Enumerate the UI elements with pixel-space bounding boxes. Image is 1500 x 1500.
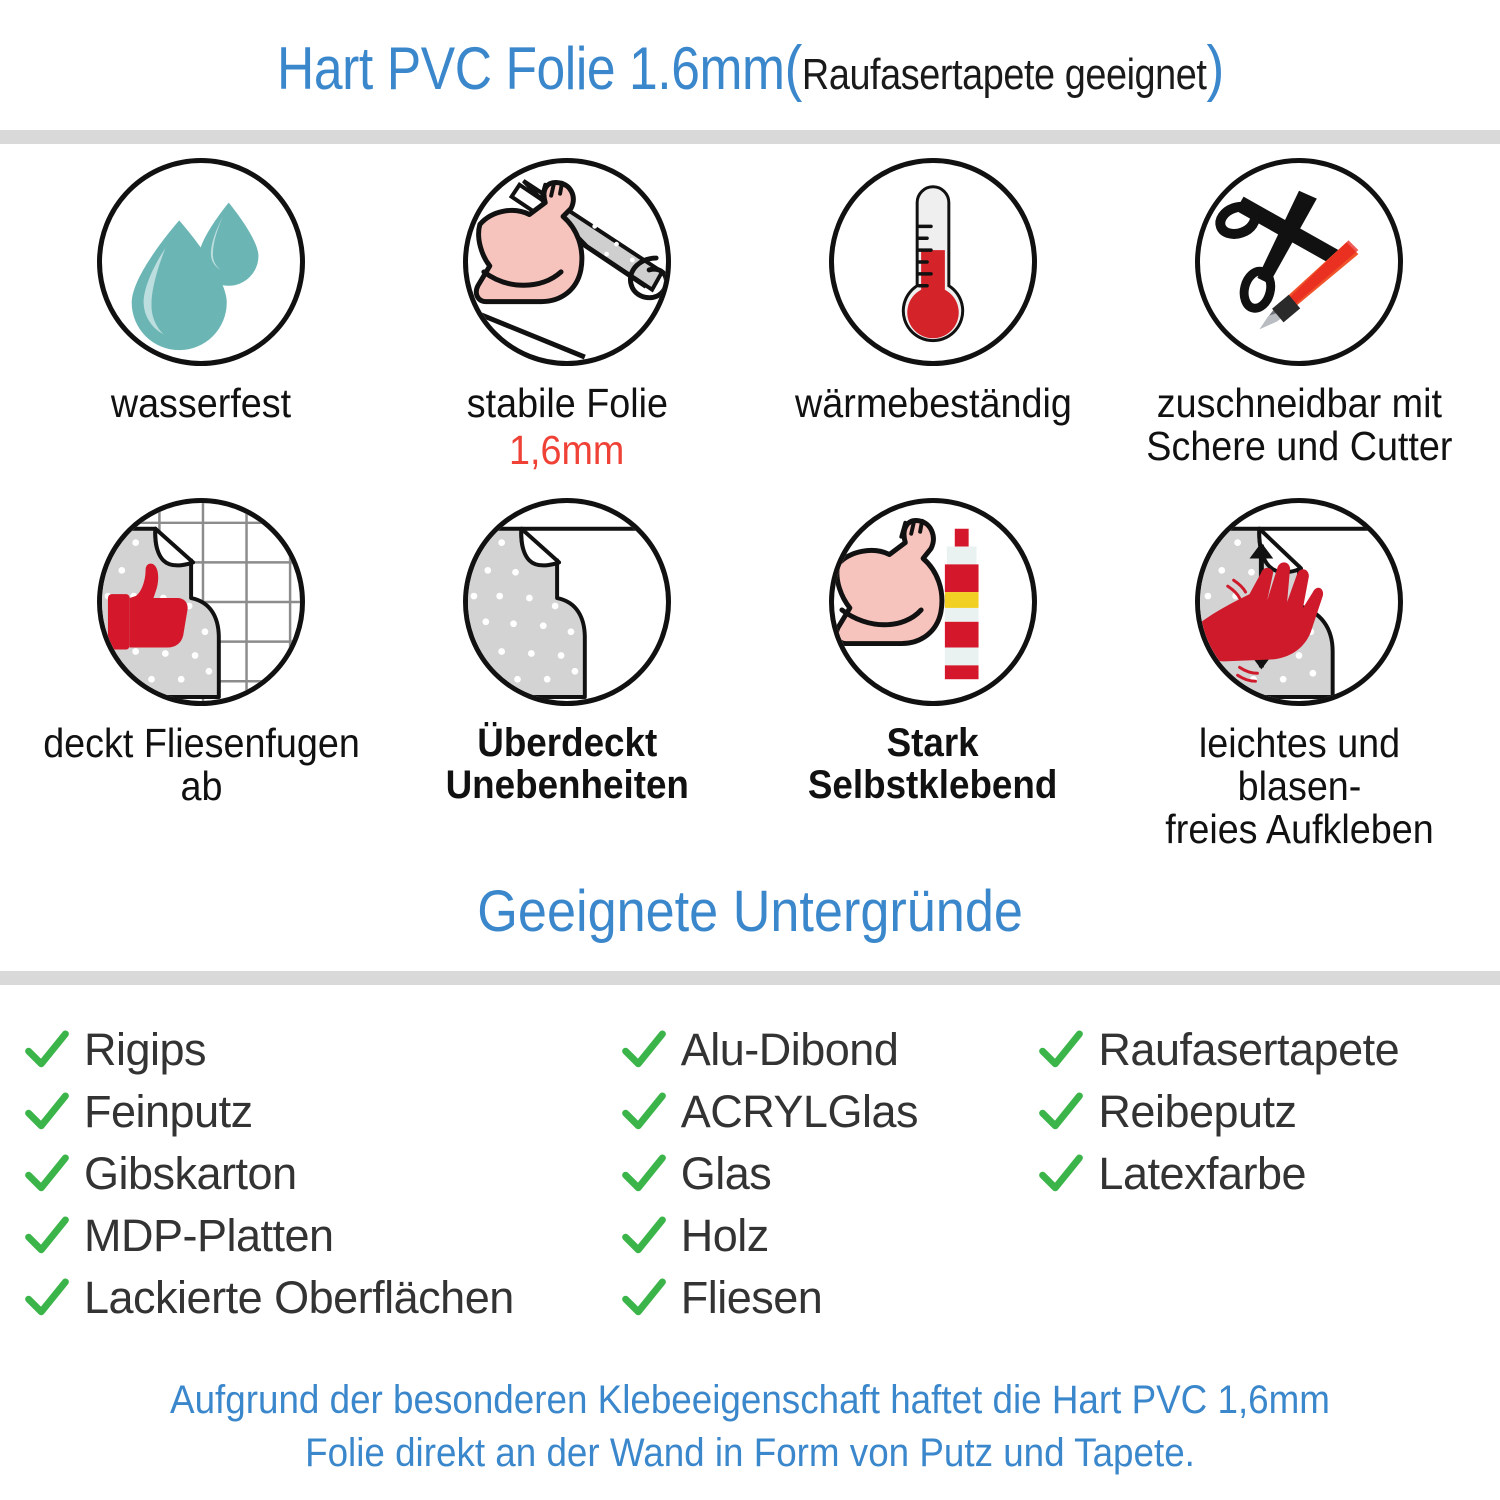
list-item: Rigips	[24, 1019, 621, 1081]
feature-sublabel-thickness: 1,6mm	[509, 427, 625, 474]
substrate-label: Alu-Dibond	[680, 1024, 899, 1076]
list-item: Holz	[621, 1205, 1039, 1267]
title-main-text: Hart PVC Folie 1.6mm	[276, 34, 785, 102]
feature-label: deckt Fliesenfugen ab	[42, 720, 360, 810]
substrate-label: Lackierte Oberflächen	[84, 1272, 514, 1324]
strong-arm-film-roll-icon	[463, 158, 671, 366]
check-icon	[621, 1154, 666, 1192]
feature-label: wärmebeständig	[794, 380, 1072, 426]
list-item: Reibeputz	[1038, 1081, 1476, 1143]
peeling-film-icon	[463, 498, 671, 707]
check-icon	[621, 1030, 666, 1068]
footer-line-2: Folie direkt an der Wand in Form von Put…	[305, 1430, 1195, 1475]
substrate-label: Rigips	[84, 1024, 207, 1076]
substrate-label: MDP-Platten	[84, 1210, 334, 1262]
list-item: Fliesen	[621, 1267, 1039, 1329]
substrates-column-2: Alu-Dibond ACRYLGlas Glas Holz Fliesen	[621, 1019, 1039, 1329]
title-paren-open: (	[784, 33, 802, 103]
check-icon	[621, 1278, 666, 1316]
list-item: ACRYLGlas	[621, 1081, 1039, 1143]
list-item: Lackierte Oberflächen	[24, 1267, 621, 1329]
substrate-label: Holz	[680, 1210, 770, 1262]
footer-note: Aufgrund der besonderen Klebeeigenschaft…	[0, 1374, 1500, 1480]
feature-label: leichtes und blasen- freies Aufkleben	[1164, 720, 1434, 853]
divider-top	[0, 130, 1500, 144]
list-item: Raufasertapete	[1038, 1019, 1476, 1081]
list-item: Alu-Dibond	[621, 1019, 1039, 1081]
scissors-cutter-icon	[1195, 158, 1403, 366]
water-drops-icon	[97, 158, 305, 366]
feature-selbstklebend: Stark Selbstklebend	[761, 498, 1106, 806]
check-icon	[1039, 1154, 1084, 1192]
thumbs-up-tile-grid-icon	[97, 498, 305, 707]
feature-label: zuschneidbar mit Schere und Cutter	[1145, 380, 1453, 470]
substrate-label: Reibeputz	[1098, 1086, 1297, 1138]
feature-label: Stark Selbstklebend	[808, 721, 1058, 808]
list-item: Glas	[621, 1143, 1039, 1205]
list-item: MDP-Platten	[24, 1205, 621, 1267]
substrate-label: Feinputz	[84, 1086, 253, 1138]
check-icon	[621, 1092, 666, 1130]
substrate-label: Gibskarton	[84, 1148, 297, 1200]
substrate-label: Glas	[680, 1148, 772, 1200]
title-sub-text: Raufasertapete geeignet	[801, 49, 1207, 99]
feature-row-2: deckt Fliesenfugen ab	[18, 498, 1482, 851]
feature-label: wasserfest	[110, 380, 292, 426]
substrates-list: Rigips Feinputz Gibskarton MDP-Platten L…	[0, 985, 1500, 1329]
feature-fliesenfugen: deckt Fliesenfugen ab	[29, 498, 374, 808]
divider-bottom	[0, 971, 1500, 986]
page-title: Hart PVC Folie 1.6mm(Raufasertapete geei…	[277, 33, 1224, 104]
feature-zuschneidbar: zuschneidbar mit Schere und Cutter	[1127, 158, 1472, 468]
strong-arm-glue-tube-icon	[829, 498, 1037, 707]
substrate-label: Raufasertapete	[1098, 1024, 1400, 1076]
thermometer-icon	[829, 158, 1037, 366]
check-icon	[1039, 1030, 1084, 1068]
title-paren-close: )	[1206, 33, 1224, 103]
feature-stabile-folie: stabile Folie 1,6mm	[395, 158, 740, 474]
feature-row-1: wasserfest st	[18, 158, 1482, 474]
feature-unebenheiten: Überdeckt Unebenheiten	[395, 498, 740, 806]
footer-line-1: Aufgrund der besonderen Klebeeigenschaft…	[170, 1377, 1330, 1422]
check-icon	[25, 1154, 69, 1192]
substrates-heading-text: Geeignete Untergründe	[477, 878, 1023, 944]
substrate-label: ACRYLGlas	[680, 1086, 919, 1138]
check-icon	[25, 1216, 69, 1254]
list-item: Gibskarton	[24, 1143, 621, 1205]
check-icon	[1039, 1092, 1084, 1130]
hand-smoothing-film-icon	[1195, 498, 1403, 707]
check-icon	[621, 1216, 666, 1254]
feature-label: stabile Folie	[466, 380, 668, 426]
substrates-heading: Geeignete Untergründe	[0, 851, 1500, 971]
check-icon	[25, 1278, 69, 1316]
feature-aufkleben: leichtes und blasen- freies Aufkleben	[1127, 498, 1472, 851]
header: Hart PVC Folie 1.6mm(Raufasertapete geei…	[0, 0, 1500, 130]
substrate-label: Latexfarbe	[1098, 1148, 1307, 1200]
substrates-column-3: Raufasertapete Reibeputz Latexfarbe	[1038, 1019, 1476, 1329]
feature-waermebestaendig: wärmebeständig	[761, 158, 1106, 425]
check-icon	[25, 1092, 69, 1130]
list-item: Latexfarbe	[1038, 1143, 1476, 1205]
features-section: wasserfest st	[0, 144, 1500, 851]
check-icon	[25, 1030, 69, 1068]
feature-wasserfest: wasserfest	[29, 158, 374, 425]
substrates-column-1: Rigips Feinputz Gibskarton MDP-Platten L…	[24, 1019, 621, 1329]
list-item: Feinputz	[24, 1081, 621, 1143]
feature-label: Überdeckt Unebenheiten	[445, 721, 689, 808]
substrate-label: Fliesen	[680, 1272, 823, 1324]
